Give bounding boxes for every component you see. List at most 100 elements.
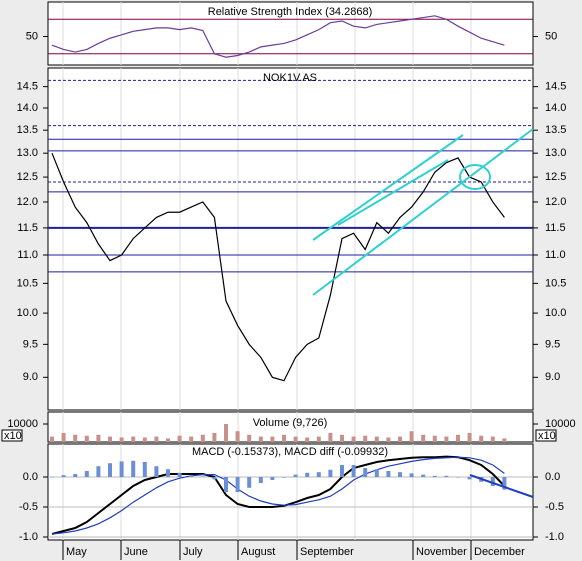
bar bbox=[258, 477, 263, 483]
y-tick-label: -1.0 bbox=[19, 531, 38, 543]
bar bbox=[119, 461, 124, 477]
plot-area bbox=[47, 411, 534, 443]
bar bbox=[166, 438, 170, 442]
y-tick-label: 9.0 bbox=[545, 371, 560, 383]
panel-title: MACD (-0.15373), MACD diff (-0.09932) bbox=[192, 446, 388, 458]
y-tick-label: 12.5 bbox=[545, 171, 566, 183]
bar bbox=[490, 477, 495, 486]
bar bbox=[444, 475, 449, 477]
plot-area bbox=[47, 1, 534, 66]
bar bbox=[467, 433, 472, 442]
y-tick-label: 10.5 bbox=[545, 277, 566, 289]
bar bbox=[142, 462, 147, 477]
bar bbox=[293, 436, 298, 442]
y-tick-label: 12.0 bbox=[17, 196, 38, 208]
bar bbox=[108, 463, 112, 477]
bar bbox=[456, 477, 460, 478]
y-tick-label: 14.5 bbox=[545, 81, 566, 93]
bar bbox=[154, 466, 159, 477]
bar bbox=[200, 476, 205, 477]
y-tick-label: 10000 bbox=[7, 418, 38, 430]
x-tick-label: November bbox=[416, 546, 467, 558]
bar bbox=[398, 436, 402, 442]
bar bbox=[502, 477, 507, 490]
bar bbox=[131, 436, 136, 442]
y-tick-label: 14.0 bbox=[545, 102, 566, 114]
bar bbox=[247, 434, 252, 442]
bar bbox=[154, 436, 159, 442]
bar bbox=[398, 472, 402, 477]
plot-area bbox=[47, 443, 534, 541]
y-tick-label: 0.0 bbox=[545, 471, 560, 483]
bar bbox=[73, 474, 78, 477]
y-tick-label: 14.0 bbox=[17, 102, 38, 114]
y-tick-label: 10.5 bbox=[17, 277, 38, 289]
bar bbox=[293, 474, 298, 477]
trend-line bbox=[312, 128, 534, 296]
trend-line bbox=[469, 474, 534, 498]
bar bbox=[84, 435, 89, 442]
bar bbox=[270, 477, 275, 480]
bar bbox=[421, 474, 426, 477]
trend-line bbox=[312, 134, 464, 241]
bar bbox=[235, 431, 240, 442]
unit-label: x10 bbox=[4, 430, 22, 442]
y-tick-label: 9.5 bbox=[23, 338, 38, 350]
y-tick-label: 13.5 bbox=[545, 124, 566, 136]
bar bbox=[189, 436, 194, 442]
bar bbox=[351, 436, 356, 442]
bar bbox=[374, 469, 379, 477]
y-tick-label: 9.0 bbox=[23, 371, 38, 383]
bar bbox=[305, 472, 310, 477]
bar bbox=[270, 436, 275, 442]
bar bbox=[305, 437, 310, 442]
y-tick-label: 9.5 bbox=[545, 338, 560, 350]
x-tick-label: July bbox=[183, 546, 203, 558]
plot-area bbox=[47, 67, 534, 411]
bar bbox=[374, 436, 379, 442]
bar bbox=[432, 475, 437, 477]
y-tick-label: 12.0 bbox=[545, 196, 566, 208]
bar bbox=[316, 436, 321, 442]
y-tick-label: -0.5 bbox=[19, 501, 38, 513]
unit-label: x10 bbox=[538, 430, 556, 442]
bar bbox=[351, 465, 356, 477]
trend-line bbox=[337, 159, 449, 226]
bar bbox=[96, 434, 101, 442]
y-tick-label: 11.5 bbox=[545, 222, 566, 234]
bar bbox=[328, 433, 333, 442]
line bbox=[51, 455, 506, 535]
y-tick-label: 10.0 bbox=[17, 307, 38, 319]
y-tick-label: 11.0 bbox=[17, 249, 38, 261]
bar bbox=[444, 436, 449, 442]
panel-title: Volume (9,726) bbox=[253, 417, 328, 429]
y-tick-label: 50 bbox=[545, 30, 557, 42]
bar bbox=[189, 475, 194, 477]
y-tick-label: 50 bbox=[26, 30, 38, 42]
y-tick-label: 12.5 bbox=[17, 171, 38, 183]
bar bbox=[177, 472, 182, 477]
bar bbox=[61, 433, 66, 442]
bar bbox=[73, 434, 78, 442]
line bbox=[51, 152, 505, 382]
bar bbox=[119, 437, 124, 442]
bar bbox=[363, 468, 368, 477]
bar bbox=[212, 433, 217, 442]
bar bbox=[340, 465, 344, 477]
x-tick-label: May bbox=[66, 546, 87, 558]
x-tick-label: August bbox=[241, 546, 275, 558]
bar bbox=[328, 469, 333, 477]
bar bbox=[235, 477, 240, 492]
bar bbox=[282, 434, 286, 442]
bar bbox=[61, 475, 66, 477]
y-tick-label: 13.5 bbox=[17, 124, 38, 136]
bar bbox=[212, 477, 217, 480]
line bbox=[51, 456, 505, 535]
unit-box bbox=[535, 429, 557, 442]
bar bbox=[282, 477, 286, 478]
y-tick-label: 13.0 bbox=[17, 147, 38, 159]
highlight-circle bbox=[459, 164, 491, 190]
unit-box bbox=[1, 429, 23, 442]
panel-title: Relative Strength Index (34.2868) bbox=[208, 6, 373, 18]
